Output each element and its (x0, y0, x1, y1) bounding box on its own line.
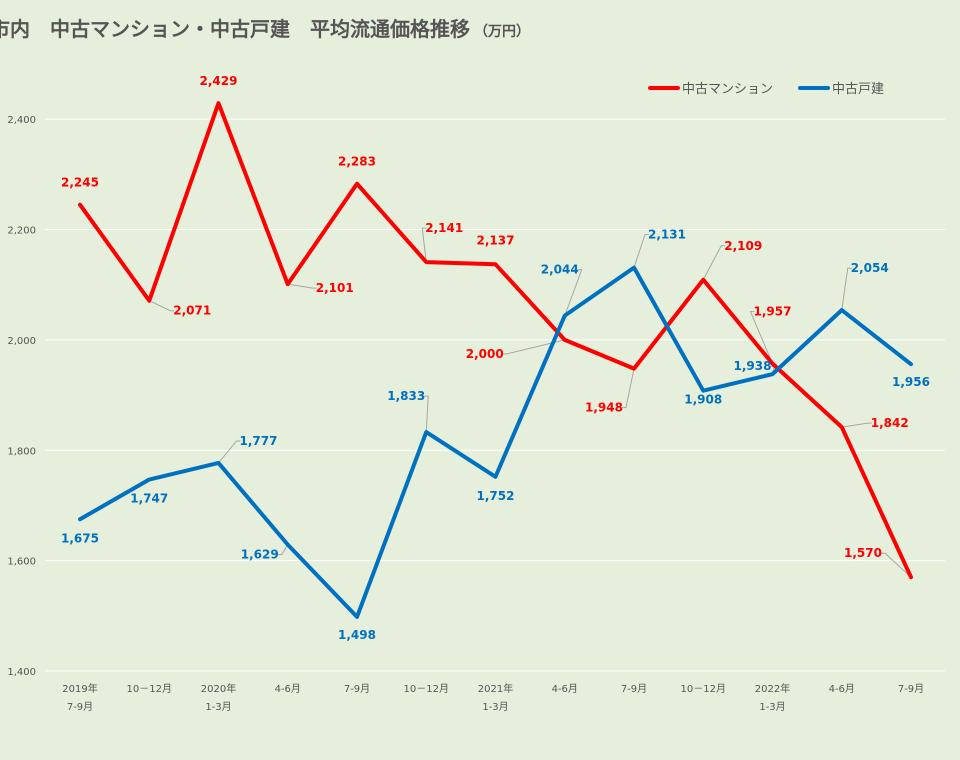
label-leader (881, 552, 912, 578)
data-label: 2,000 (466, 347, 504, 361)
label-leader (218, 440, 241, 464)
x-tick-label: 4-6月 (552, 683, 578, 695)
label-leader (287, 283, 317, 289)
chart-unit: （万円） (474, 24, 530, 40)
y-tick-label: 2,000 (7, 336, 36, 347)
x-tick-label: 4-6月 (275, 683, 301, 695)
series-layer (78, 101, 913, 619)
x-tick-label: 2020年 (201, 682, 236, 695)
legend-label-1: 中古戸建 (832, 82, 884, 97)
y-tick-label: 2,400 (7, 115, 36, 126)
data-label: 2,054 (851, 261, 889, 275)
label-leader (149, 300, 175, 312)
data-label: 2,071 (173, 304, 211, 318)
data-label: 1,948 (585, 401, 623, 415)
data-label: 1,498 (338, 628, 376, 642)
label-leader (424, 395, 429, 433)
x-tick-label: 2022年 (755, 682, 790, 695)
x-tick-label: 7-9月 (67, 701, 93, 713)
data-label: 1,629 (241, 548, 279, 562)
data-label: 1,777 (240, 434, 278, 448)
data-label: 2,283 (338, 155, 376, 169)
data-label: 2,044 (541, 263, 579, 277)
x-tick-label: 7-9月 (344, 683, 370, 695)
label-leader (749, 311, 773, 364)
x-tick-label: 10－12月 (681, 683, 726, 695)
x-tick-label: 7-9月 (898, 683, 924, 695)
data-label: 1,675 (61, 531, 99, 545)
data-label: 1,908 (684, 393, 722, 407)
label-leader (841, 422, 872, 428)
data-label: 2,429 (200, 74, 238, 88)
label-leader (622, 368, 635, 409)
data-label: 2,101 (316, 281, 354, 295)
data-label: 2,137 (477, 233, 515, 247)
label-leader (564, 269, 583, 316)
data-label: 2,131 (648, 228, 686, 242)
chart-title: 福山市内 中古マンション・中古戸建 平均流通価格推移 (0, 17, 470, 41)
x-tick-label: 4-6月 (829, 683, 855, 695)
legend: 中古マンション 中古戸建 (648, 82, 884, 97)
label-leader (702, 245, 726, 280)
data-label: 2,109 (724, 239, 762, 253)
x-tick-label: 10－12月 (127, 683, 172, 695)
data-label: 2,245 (61, 176, 99, 190)
label-layer: 2,245 2,071 2,429 2,101 2,283 2,141 2,137 2,000… (61, 74, 930, 642)
label-leader (633, 234, 649, 268)
x-tick-label: 7-9月 (621, 683, 647, 695)
y-tick-label: 1,400 (7, 667, 36, 678)
data-label: 1,833 (387, 389, 425, 403)
label-leader (421, 227, 427, 263)
data-label: 1,938 (734, 359, 772, 373)
data-label: 1,570 (844, 546, 882, 560)
series-line-0 (78, 101, 913, 580)
data-label: 1,752 (477, 489, 515, 503)
label-leader (502, 339, 565, 355)
data-label: 1,842 (871, 416, 909, 430)
x-tick-label: 1-3月 (759, 701, 785, 713)
data-label: 2,141 (425, 221, 463, 235)
y-tick-label: 1,800 (7, 446, 36, 457)
x-tick-label: 2021年 (478, 682, 513, 695)
y-tick-label: 2,200 (7, 226, 36, 237)
x-tick-label: 10－12月 (404, 683, 449, 695)
x-tick-label: 2019年 (62, 682, 97, 695)
data-label: 1,957 (754, 305, 792, 319)
label-leader (277, 544, 289, 556)
series-line-1 (78, 265, 913, 619)
label-leader (841, 267, 852, 311)
data-label: 1,956 (892, 375, 930, 389)
y-tick-label: 1,600 (7, 557, 36, 568)
data-label: 1,747 (130, 492, 168, 506)
leader-layer (149, 227, 912, 578)
x-tick-label: 1-3月 (205, 701, 231, 713)
axis-layer: 1,400 1,600 1,800 2,000 2,200 2,400 2019年 7-9月 1… (7, 115, 924, 713)
grid-layer (45, 118, 945, 672)
legend-label-0: 中古マンション (682, 82, 773, 97)
x-tick-label: 1-3月 (482, 701, 508, 713)
